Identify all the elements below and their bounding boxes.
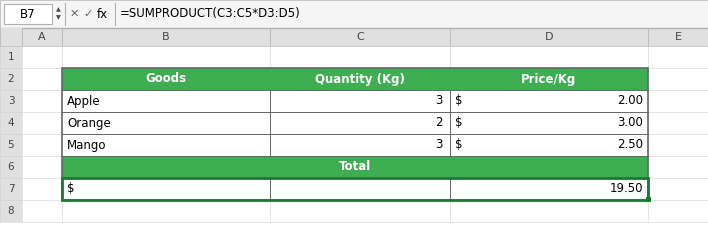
Bar (646, 197, 651, 202)
Bar (0, 68, 22, 90)
Text: 19.50: 19.50 (610, 182, 643, 195)
Text: $: $ (455, 94, 462, 107)
Text: E: E (675, 32, 682, 42)
Text: 6: 6 (8, 162, 14, 172)
Text: Apple: Apple (67, 94, 101, 107)
Text: 2: 2 (8, 74, 14, 84)
Text: $: $ (455, 139, 462, 152)
Text: 3: 3 (8, 96, 14, 106)
Text: ✓: ✓ (84, 9, 93, 19)
Bar (62, 178, 648, 200)
Text: ▼: ▼ (56, 15, 60, 21)
Text: $: $ (455, 116, 462, 130)
Bar (62, 178, 648, 200)
Bar (62, 68, 648, 90)
Text: 3.00: 3.00 (617, 116, 643, 130)
Text: Quantity (Kg): Quantity (Kg) (315, 73, 405, 85)
Text: A: A (38, 32, 46, 42)
Bar (0, 28, 708, 46)
Text: B7: B7 (21, 7, 36, 21)
Text: fx: fx (96, 7, 108, 21)
Bar (0, 112, 22, 134)
Text: 1: 1 (8, 52, 14, 62)
Text: 5: 5 (8, 140, 14, 150)
Text: Mango: Mango (67, 139, 106, 152)
Text: =SUMPRODUCT(C3:C5*D3:D5): =SUMPRODUCT(C3:C5*D3:D5) (120, 7, 301, 21)
Bar (0, 178, 22, 200)
Text: 2.50: 2.50 (617, 139, 643, 152)
Text: Price/Kg: Price/Kg (521, 73, 576, 85)
Text: 2.00: 2.00 (617, 94, 643, 107)
Text: Goods: Goods (145, 73, 187, 85)
Text: 3: 3 (435, 94, 443, 107)
Text: ▲: ▲ (56, 7, 60, 12)
Text: C: C (356, 32, 364, 42)
Bar (62, 68, 648, 200)
Bar (0, 156, 22, 178)
Text: 2: 2 (435, 116, 443, 130)
Bar (0, 134, 22, 156)
Text: 3: 3 (435, 139, 443, 152)
Bar (62, 112, 648, 134)
Bar (0, 200, 22, 222)
Text: B: B (162, 32, 170, 42)
Text: 7: 7 (8, 184, 14, 194)
Bar (0, 28, 22, 46)
Bar (62, 134, 648, 156)
Bar (62, 90, 648, 112)
Text: ✕: ✕ (69, 9, 79, 19)
Bar (0, 90, 22, 112)
Bar (4, 4, 52, 24)
Text: Orange: Orange (67, 116, 110, 130)
Text: 4: 4 (8, 118, 14, 128)
Text: 8: 8 (8, 206, 14, 216)
Bar (0, 46, 22, 68)
Text: D: D (544, 32, 553, 42)
Text: $: $ (67, 182, 74, 195)
Bar (0, 0, 708, 28)
Bar (62, 156, 648, 178)
Text: Total: Total (339, 161, 371, 173)
